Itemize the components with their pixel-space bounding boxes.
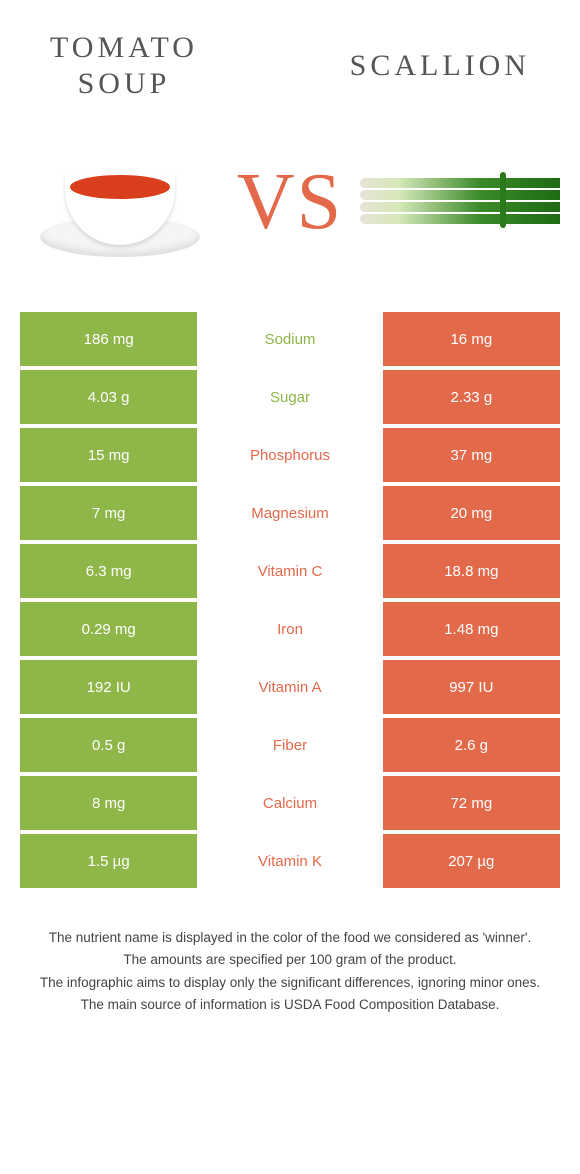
left-title-line1: TOMATO [50, 30, 198, 66]
left-value: 1.5 µg [20, 834, 197, 888]
footnotes: The nutrient name is displayed in the co… [0, 928, 580, 1015]
table-row: 7 mgMagnesium20 mg [20, 486, 560, 540]
right-value: 1.48 mg [383, 602, 560, 656]
nutrient-name: Sugar [201, 370, 378, 424]
nutrient-name: Phosphorus [201, 428, 378, 482]
comparison-table: 186 mgSodium16 mg4.03 gSugar2.33 g15 mgP… [20, 312, 560, 888]
right-value: 20 mg [383, 486, 560, 540]
right-value: 2.33 g [383, 370, 560, 424]
nutrient-name: Fiber [201, 718, 378, 772]
left-value: 4.03 g [20, 370, 197, 424]
table-row: 15 mgPhosphorus37 mg [20, 428, 560, 482]
left-value: 8 mg [20, 776, 197, 830]
footnote-line: The amounts are specified per 100 gram o… [30, 950, 550, 970]
table-row: 8 mgCalcium72 mg [20, 776, 560, 830]
right-value: 207 µg [383, 834, 560, 888]
left-value: 0.5 g [20, 718, 197, 772]
left-title-line2: SOUP [50, 66, 198, 102]
left-value: 6.3 mg [20, 544, 197, 598]
right-value: 37 mg [383, 428, 560, 482]
left-value: 186 mg [20, 312, 197, 366]
table-row: 6.3 mgVitamin C18.8 mg [20, 544, 560, 598]
right-value: 18.8 mg [383, 544, 560, 598]
left-value: 15 mg [20, 428, 197, 482]
table-row: 0.5 gFiber2.6 g [20, 718, 560, 772]
table-row: 1.5 µgVitamin K207 µg [20, 834, 560, 888]
left-value: 0.29 mg [20, 602, 197, 656]
right-title: SCALLION [350, 48, 530, 84]
left-title: TOMATO SOUP [50, 30, 198, 102]
footnote-line: The infographic aims to display only the… [30, 973, 550, 993]
nutrient-name: Calcium [201, 776, 378, 830]
right-value: 16 mg [383, 312, 560, 366]
footnote-line: The nutrient name is displayed in the co… [30, 928, 550, 948]
nutrient-name: Vitamin C [201, 544, 378, 598]
nutrient-name: Magnesium [201, 486, 378, 540]
table-row: 192 IUVitamin A997 IU [20, 660, 560, 714]
right-value: 72 mg [383, 776, 560, 830]
nutrient-name: Iron [201, 602, 378, 656]
footnote-line: The main source of information is USDA F… [30, 995, 550, 1015]
right-value: 2.6 g [383, 718, 560, 772]
header: TOMATO SOUP SCALLION [0, 0, 580, 122]
nutrient-name: Vitamin K [201, 834, 378, 888]
table-row: 4.03 gSugar2.33 g [20, 370, 560, 424]
table-row: 186 mgSodium16 mg [20, 312, 560, 366]
tomato-soup-image [20, 137, 220, 267]
vs-label: VS [237, 157, 343, 248]
nutrient-name: Vitamin A [201, 660, 378, 714]
right-value: 997 IU [383, 660, 560, 714]
left-value: 192 IU [20, 660, 197, 714]
nutrient-name: Sodium [201, 312, 378, 366]
table-row: 0.29 mgIron1.48 mg [20, 602, 560, 656]
left-value: 7 mg [20, 486, 197, 540]
scallion-image [360, 137, 560, 267]
images-row: VS [0, 122, 580, 302]
